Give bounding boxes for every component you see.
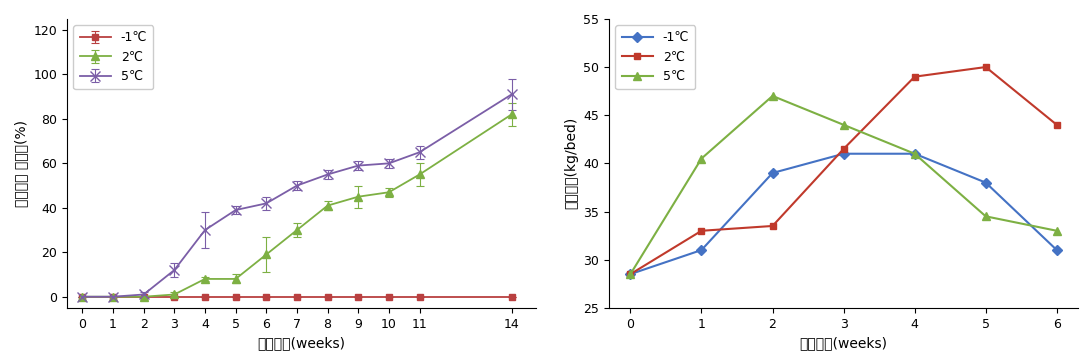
2℃ [1051, 123, 1064, 127]
-1℃ [838, 151, 851, 156]
-1℃ [909, 151, 922, 156]
2℃ [695, 229, 708, 233]
X-axis label: 저장기간(weeks): 저장기간(weeks) [799, 336, 888, 350]
-1℃ [765, 171, 779, 175]
Y-axis label: 치콘수량(kg/bed): 치콘수량(kg/bed) [563, 117, 578, 210]
Legend: -1℃, 2℃, 5℃: -1℃, 2℃, 5℃ [73, 25, 153, 89]
5℃ [980, 214, 993, 218]
Y-axis label: 곰팡이병 발생율(%): 곰팡이병 발생율(%) [14, 120, 28, 207]
-1℃ [695, 248, 708, 252]
2℃ [909, 75, 922, 79]
5℃ [695, 157, 708, 161]
-1℃ [980, 181, 993, 185]
2℃ [765, 224, 779, 228]
5℃ [624, 272, 637, 276]
Line: -1℃: -1℃ [627, 150, 1060, 278]
Line: 2℃: 2℃ [627, 64, 1060, 278]
-1℃ [624, 272, 637, 276]
2℃ [838, 147, 851, 151]
2℃ [980, 65, 993, 69]
-1℃ [1051, 248, 1064, 252]
Line: 5℃: 5℃ [626, 92, 1061, 278]
X-axis label: 저장기간(weeks): 저장기간(weeks) [258, 336, 345, 350]
5℃ [1051, 229, 1064, 233]
5℃ [765, 94, 779, 98]
5℃ [838, 123, 851, 127]
2℃ [624, 272, 637, 276]
Legend: -1℃, 2℃, 5℃: -1℃, 2℃, 5℃ [616, 25, 696, 89]
5℃ [909, 151, 922, 156]
